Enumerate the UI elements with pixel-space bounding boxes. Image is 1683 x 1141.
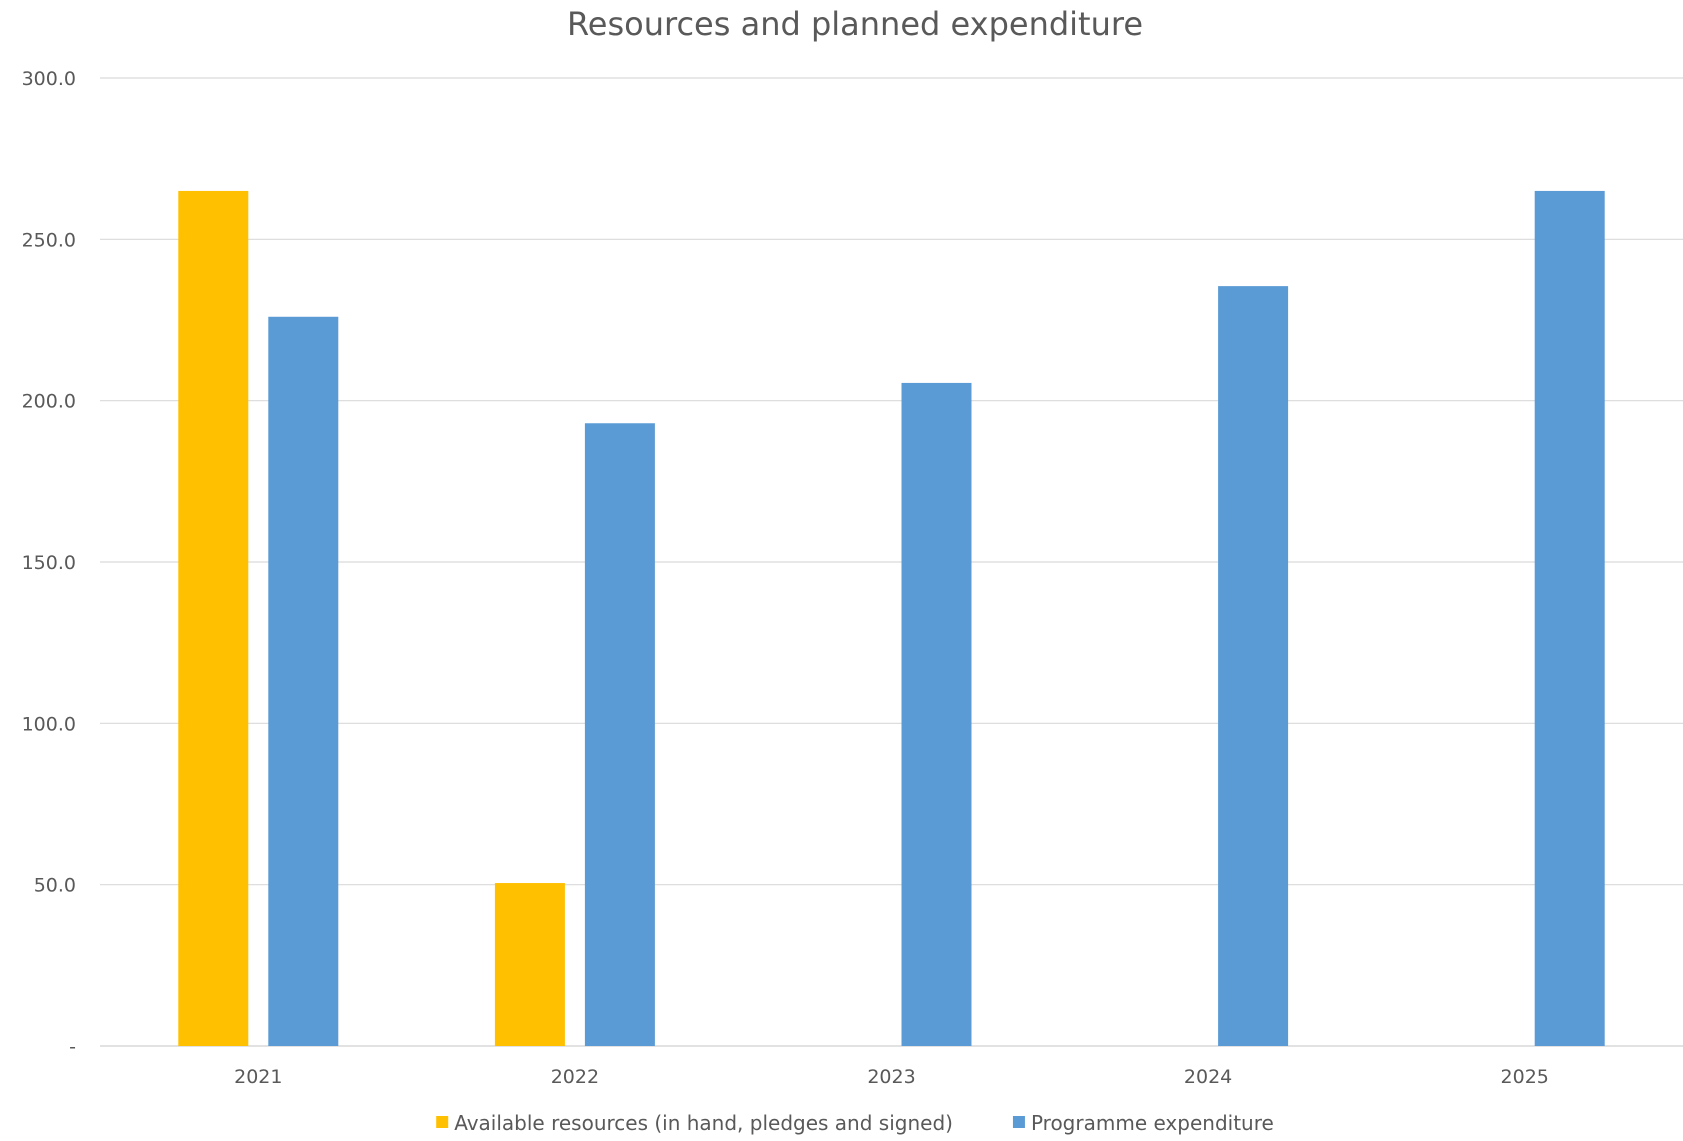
legend-swatch: [1012, 1116, 1025, 1128]
y-tick-label: 250.0: [22, 229, 76, 251]
legend-item-programme-expenditure: Programme expenditure: [1012, 1111, 1274, 1135]
y-tick-label: 200.0: [22, 391, 76, 413]
y-tick-label: 50.0: [34, 875, 76, 897]
bar-programme-expenditure-2023: [901, 382, 972, 1046]
bar-programme-expenditure-2024: [1218, 286, 1289, 1046]
legend-label: Programme expenditure: [1031, 1111, 1274, 1135]
y-tick-label: 150.0: [22, 552, 76, 574]
y-tick-label: 300.0: [22, 68, 76, 90]
bar-programme-expenditure-2021: [268, 316, 339, 1047]
x-tick-label: 2024: [1184, 1066, 1232, 1088]
legend: Available resources (in hand, pledges an…: [436, 1111, 1274, 1135]
gridlines: [100, 77, 1683, 1047]
bar-programme-expenditure-2022: [584, 423, 655, 1047]
x-axis-ticks: 2021 2022 2023 2024 2025: [234, 1066, 1549, 1088]
y-tick-label: 100.0: [22, 713, 76, 735]
bar-available-resources-2022: [494, 883, 565, 1046]
x-tick-label: 2021: [234, 1066, 282, 1088]
x-tick-label: 2025: [1501, 1066, 1549, 1088]
bar-programme-expenditure-2025: [1534, 190, 1605, 1046]
legend-label: Available resources (in hand, pledges an…: [454, 1111, 953, 1135]
y-axis-ticks: - 50.0 100.0 150.0 200.0 250.0 300.0: [22, 68, 76, 1058]
x-tick-label: 2023: [867, 1066, 915, 1088]
x-tick-label: 2022: [551, 1066, 599, 1088]
bars: [178, 190, 1605, 1047]
chart-title: Resources and planned expenditure: [567, 5, 1143, 43]
bar-available-resources-2021: [178, 190, 249, 1046]
y-tick-label: -: [69, 1036, 76, 1058]
legend-item-available-resources: Available resources (in hand, pledges an…: [436, 1111, 953, 1135]
legend-swatch: [436, 1116, 449, 1128]
